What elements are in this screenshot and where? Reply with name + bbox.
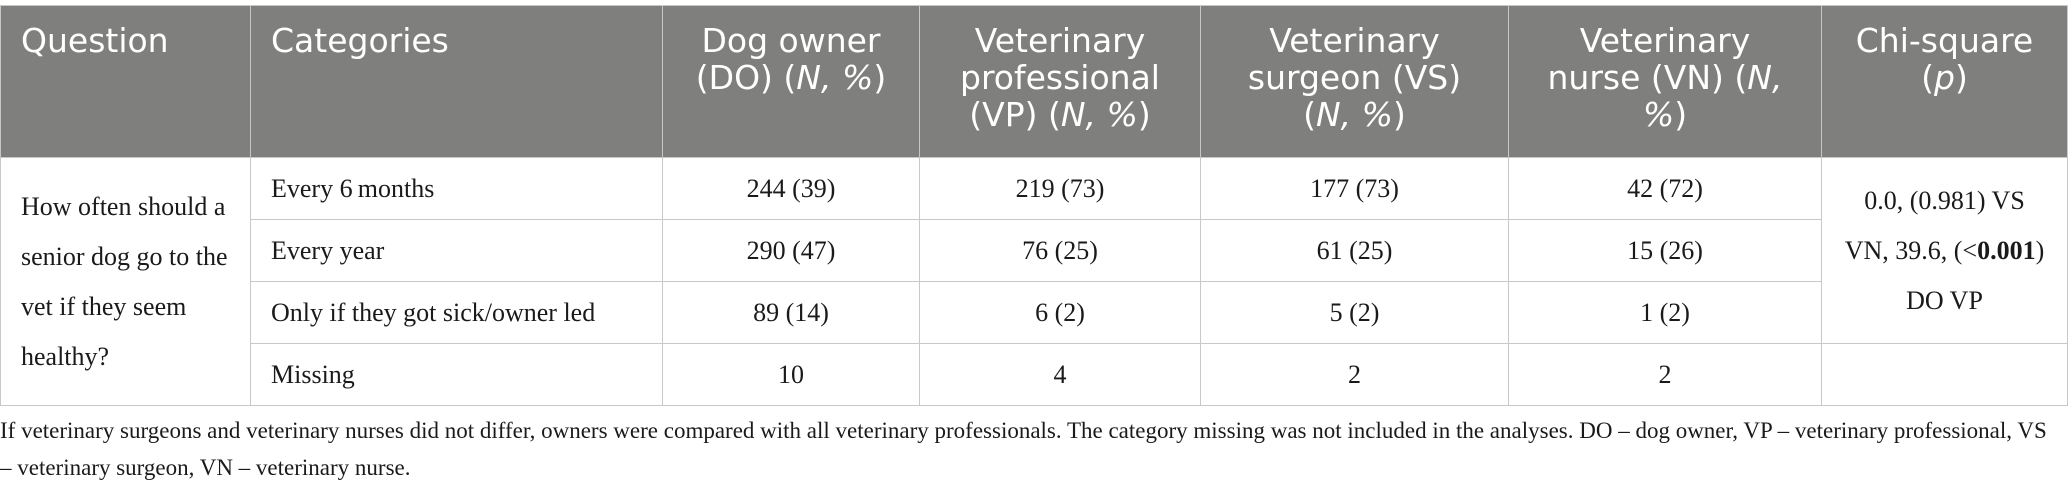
vet-surgeon-cell: 2 — [1200, 343, 1509, 406]
results-table-container: Question Categories Dog owner (DO) (N, %… — [0, 5, 2068, 406]
vet-nurse-cell: 1 (2) — [1508, 281, 1822, 344]
vet-professional-cell: 76 (25) — [919, 219, 1201, 282]
vet-surgeon-cell: 177 (73) — [1200, 157, 1509, 220]
vet-nurse-cell: 15 (26) — [1508, 219, 1822, 282]
table-row: Missing 10 4 2 2 — [1, 343, 2068, 406]
category-cell: Every 6 months — [250, 157, 663, 220]
header-veterinary-professional: Veterinary professional (VP) (N, %) — [919, 5, 1201, 158]
header-categories: Categories — [250, 5, 663, 158]
vet-nurse-cell: 42 (72) — [1508, 157, 1822, 220]
vet-nurse-cell: 2 — [1508, 343, 1822, 406]
table-row: How often should a senior dog go to the … — [0, 157, 2068, 406]
vet-professional-cell: 4 — [919, 343, 1201, 406]
header-question: Question — [0, 5, 251, 158]
table-row: Only if they got sick/owner led 89 (14) … — [1, 281, 2068, 344]
dog-owner-cell: 10 — [662, 343, 920, 406]
header-dog-owner: Dog owner (DO) (N, %) — [662, 5, 920, 158]
category-cell: Every year — [250, 219, 663, 282]
table-footnote: If veterinary surgeons and veterinary nu… — [0, 418, 2047, 480]
header-veterinary-surgeon: Veterinary surgeon (VS) (N, %) — [1200, 5, 1509, 158]
header-veterinary-nurse: Veterinary nurse (VN) (N, %) — [1508, 5, 1822, 158]
category-cell: Only if they got sick/owner led — [250, 281, 663, 344]
vet-professional-cell: 219 (73) — [919, 157, 1201, 220]
header-row: Question Categories Dog owner (DO) (N, %… — [0, 5, 2068, 158]
category-cell: Missing — [250, 343, 663, 406]
chi-square-empty-cell — [1821, 343, 2068, 406]
results-table: Question Categories Dog owner (DO) (N, %… — [0, 5, 2068, 406]
dog-owner-cell: 244 (39) — [662, 157, 920, 220]
header-chi-square: Chi-square (p) — [1821, 5, 2068, 158]
question-cell: How often should a senior dog go to the … — [0, 157, 251, 406]
vet-professional-cell: 6 (2) — [919, 281, 1201, 344]
vet-surgeon-cell: 61 (25) — [1200, 219, 1509, 282]
table-row: Every year 290 (47) 76 (25) 61 (25) 15 (… — [1, 219, 2068, 282]
dog-owner-cell: 89 (14) — [662, 281, 920, 344]
chi-square-cell: 0.0, (0.981) VS VN, 39.6, (<0.001) DO VP — [1821, 157, 2068, 344]
dog-owner-cell: 290 (47) — [662, 219, 920, 282]
vet-surgeon-cell: 5 (2) — [1200, 281, 1509, 344]
